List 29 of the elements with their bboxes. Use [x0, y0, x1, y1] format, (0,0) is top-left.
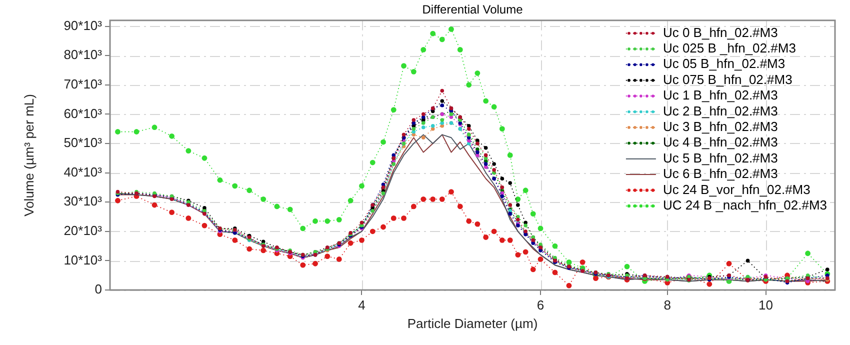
- legend-label: Uc 3 B_hfn_02.#M3: [662, 119, 778, 134]
- chart-title: Differential Volume: [422, 2, 524, 17]
- legend-label: Uc 0 B_hfn_02.#M3: [662, 24, 778, 40]
- y-tick-label: 0: [94, 282, 102, 297]
- x-tick-label: 6: [536, 297, 544, 312]
- legend-label: UC 24 B _nach_hfn_02.#M3: [662, 198, 828, 213]
- legend-label: Uc 1 B_hfn_02.#M3: [662, 88, 778, 103]
- y-tick-label: 50*10³: [64, 135, 103, 150]
- legend-label: Uc 2 B_hfn_02.#M3: [662, 103, 778, 118]
- y-tick-label: 40*10³: [64, 164, 103, 180]
- legend-label: Uc 24 B_vor_hfn_02.#M3: [662, 182, 810, 197]
- y-tick-label: 80*10³: [64, 47, 103, 62]
- legend-label: Uc 05 B_hfn_02.#M3: [662, 56, 786, 72]
- x-tick-label: 10: [758, 297, 774, 312]
- x-tick-label: 8: [664, 297, 671, 312]
- legend-label: Uc 5 B_hfn_02.#M3: [662, 150, 778, 166]
- legend-label: Uc 6 B_hfn_02.#M3: [662, 166, 778, 182]
- legend-label: Uc 025 B _hfn_02.#M3: [662, 40, 796, 56]
- legend-label: Uc 075 B_hfn_02.#M3: [662, 72, 792, 87]
- y-tick-label: 70*10³: [64, 76, 103, 92]
- y-tick-label: 90*10³: [64, 18, 103, 33]
- x-axis-title: Particle Diameter (µm): [407, 316, 538, 331]
- x-tick-label: 4: [358, 297, 366, 312]
- y-tick-label: 60*10³: [64, 106, 103, 121]
- legend-label: Uc 4 B_hfn_02.#M3: [662, 134, 778, 150]
- y-tick-label: 10*10³: [64, 252, 103, 268]
- y-axis-title: Volume (µm³ per mL): [21, 94, 36, 216]
- y-tick-label: 30*10³: [64, 194, 103, 209]
- y-tick-label: 20*10³: [64, 222, 103, 238]
